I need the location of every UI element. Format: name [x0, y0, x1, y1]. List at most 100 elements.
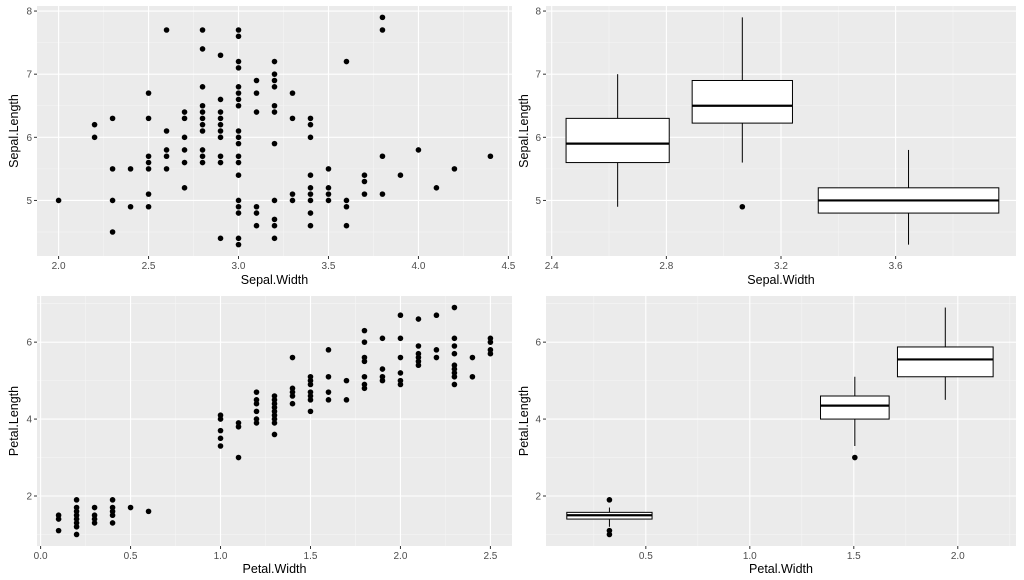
x-tick-label: 1.5 [847, 551, 861, 562]
data-point [271, 393, 278, 399]
data-point [361, 172, 368, 178]
data-point [451, 343, 458, 349]
data-point [379, 14, 386, 21]
data-point [163, 147, 170, 153]
data-point [199, 46, 206, 52]
data-point [109, 497, 116, 503]
data-point [55, 516, 62, 522]
x-tick-label: 2.8 [659, 261, 673, 272]
data-point [73, 520, 80, 526]
y-tick-label: 4 [535, 415, 541, 426]
data-point [289, 191, 296, 197]
data-point [433, 354, 440, 361]
x-tick-label: 1.5 [304, 551, 318, 562]
data-point [217, 412, 224, 419]
data-point [199, 159, 206, 166]
box-iqr [565, 117, 670, 164]
data-point [235, 96, 242, 103]
data-point [271, 416, 278, 422]
data-point [253, 203, 260, 210]
data-point [271, 404, 278, 411]
data-point [379, 373, 386, 380]
data-point [451, 362, 458, 369]
data-point [343, 222, 350, 229]
data-point [397, 377, 404, 384]
data-point [289, 197, 296, 204]
data-point [307, 393, 314, 399]
data-point [73, 497, 80, 503]
panel-petal_scatter: 0.0 0.5 1.0 1.5 2.0 2.5 2 4 6 Petal.Width Petal.Le… [7, 296, 512, 576]
data-point [181, 159, 188, 166]
data-point [415, 354, 422, 361]
data-point [307, 377, 314, 384]
x-tick-label: 2.0 [52, 261, 66, 272]
data-point [235, 172, 242, 178]
data-point [235, 203, 242, 210]
data-point [325, 197, 332, 204]
x-tick-label: 4.5 [501, 261, 515, 272]
data-point [271, 84, 278, 90]
x-tick-label: 0.5 [639, 551, 653, 562]
data-point [235, 235, 242, 242]
data-point [55, 197, 62, 204]
data-point [181, 147, 188, 153]
x-tick-label: 3.0 [232, 261, 246, 272]
data-point [235, 197, 242, 204]
x-tick-label: 3.5 [322, 261, 336, 272]
data-point [145, 153, 152, 160]
data-point [307, 381, 314, 388]
data-point [415, 343, 422, 349]
data-point [289, 90, 296, 96]
data-point [271, 400, 278, 407]
data-point [217, 435, 224, 442]
data-point [235, 84, 242, 90]
data-point [109, 512, 116, 519]
outlier-point [852, 454, 858, 461]
panel-background [37, 6, 512, 256]
data-point [217, 159, 224, 166]
box-iqr [896, 346, 994, 378]
data-point [235, 128, 242, 134]
panel-petal_box: 0.5 1.0 1.5 2.0 2 4 6 Petal.Width Petal.Length [517, 296, 1016, 576]
box-iqr [691, 79, 793, 124]
data-point [451, 335, 458, 342]
data-point [271, 222, 278, 229]
data-point [451, 166, 458, 172]
data-point [271, 102, 278, 109]
y-tick-label: 6 [535, 133, 541, 144]
data-point [361, 339, 368, 345]
data-point [343, 203, 350, 210]
data-point [379, 191, 386, 197]
data-point [397, 354, 404, 361]
data-point [109, 197, 116, 204]
y-tick-label: 6 [535, 338, 541, 349]
data-point [91, 512, 98, 519]
data-point [181, 109, 188, 115]
data-point [91, 134, 98, 141]
data-point [271, 109, 278, 115]
data-point [73, 508, 80, 515]
data-point [361, 178, 368, 185]
x-axis-title: Sepal.Width [241, 273, 308, 287]
x-tick-label: 2.0 [951, 551, 965, 562]
y-tick-label: 4 [26, 415, 32, 426]
x-tick-label: 2.4 [545, 261, 559, 272]
data-point [253, 397, 260, 403]
data-point [235, 420, 242, 426]
data-point [451, 304, 458, 311]
data-point [199, 153, 206, 160]
data-point [181, 115, 188, 122]
data-point [217, 52, 224, 59]
data-point [217, 96, 224, 103]
y-axis-title: Petal.Length [517, 386, 531, 456]
data-point [217, 109, 224, 115]
data-point [307, 172, 314, 178]
data-point [163, 128, 170, 134]
data-point [127, 166, 134, 172]
data-point [397, 312, 404, 319]
data-point [127, 504, 134, 511]
data-point [343, 58, 350, 65]
x-tick-label: 1.0 [743, 551, 757, 562]
data-point [415, 362, 422, 369]
